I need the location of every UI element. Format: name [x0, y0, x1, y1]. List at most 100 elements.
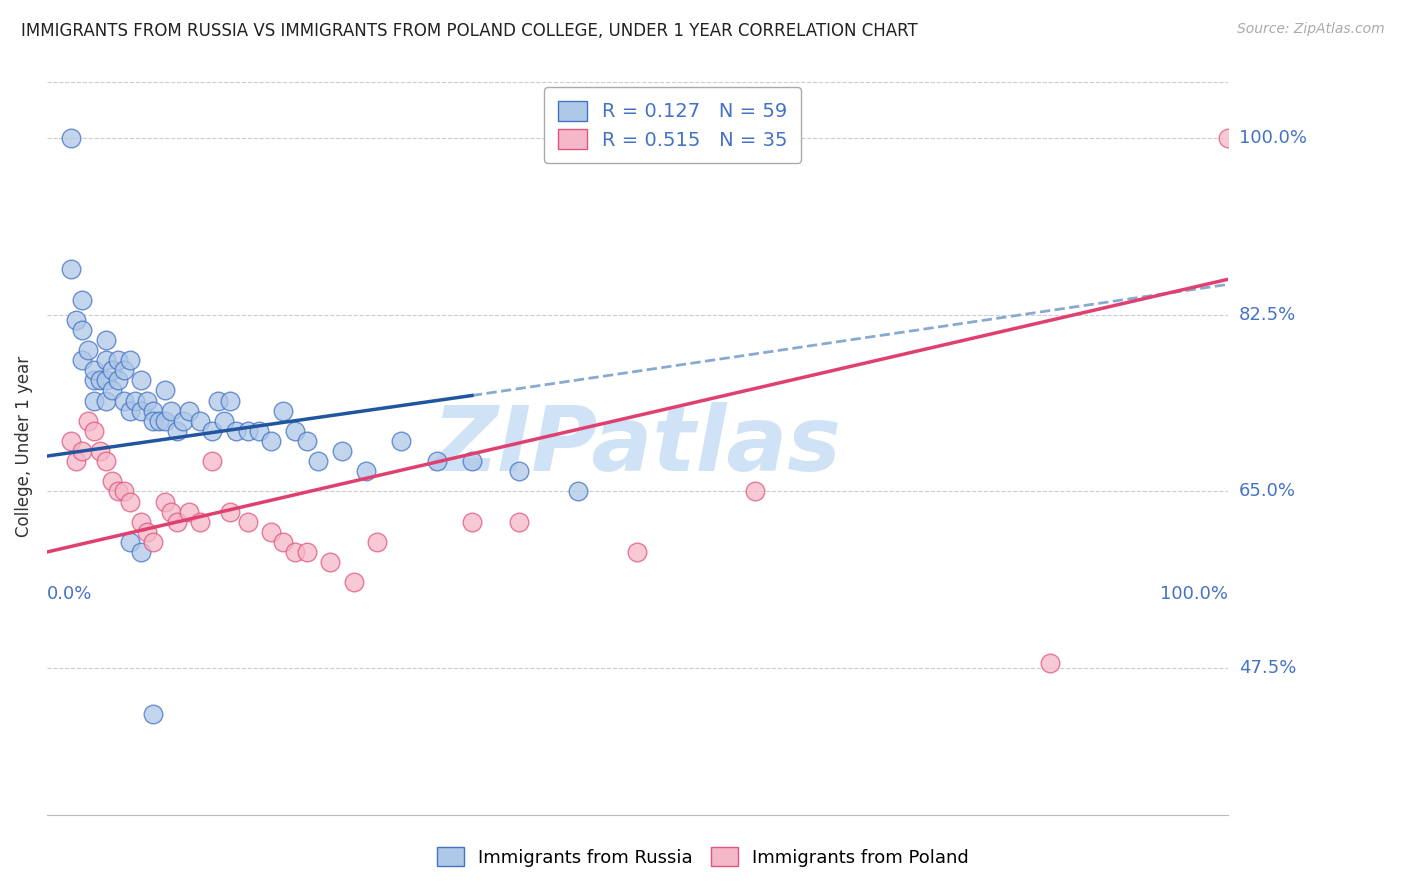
- Point: [94, 333, 117, 347]
- Y-axis label: College, Under 1 year: College, Under 1 year: [15, 355, 32, 537]
- Point: [166, 424, 188, 438]
- Point: [330, 444, 353, 458]
- Point: [319, 555, 342, 569]
- Point: [112, 484, 135, 499]
- Point: [89, 444, 111, 458]
- Point: [343, 575, 366, 590]
- Point: [124, 393, 146, 408]
- Point: [118, 403, 141, 417]
- Point: [508, 464, 530, 478]
- Point: [83, 373, 105, 387]
- Point: [190, 414, 212, 428]
- Point: [112, 363, 135, 377]
- Point: [1039, 656, 1062, 670]
- Point: [307, 454, 329, 468]
- Point: [72, 353, 94, 368]
- Text: 82.5%: 82.5%: [1239, 306, 1296, 324]
- Point: [236, 515, 259, 529]
- Point: [225, 424, 247, 438]
- Point: [142, 403, 165, 417]
- Point: [59, 262, 82, 277]
- Point: [567, 484, 589, 499]
- Point: [142, 414, 165, 428]
- Point: [295, 434, 318, 448]
- Point: [284, 424, 307, 438]
- Text: 0.0%: 0.0%: [46, 584, 93, 603]
- Point: [136, 524, 159, 539]
- Point: [177, 403, 200, 417]
- Point: [389, 434, 412, 448]
- Text: 100.0%: 100.0%: [1239, 129, 1306, 147]
- Point: [131, 545, 153, 559]
- Point: [131, 403, 153, 417]
- Point: [271, 535, 294, 549]
- Text: IMMIGRANTS FROM RUSSIA VS IMMIGRANTS FROM POLAND COLLEGE, UNDER 1 YEAR CORRELATI: IMMIGRANTS FROM RUSSIA VS IMMIGRANTS FRO…: [21, 22, 918, 40]
- Point: [148, 414, 170, 428]
- Point: [107, 373, 129, 387]
- Point: [59, 131, 82, 145]
- Point: [201, 454, 224, 468]
- Point: [354, 464, 377, 478]
- Point: [83, 424, 105, 438]
- Point: [219, 505, 242, 519]
- Point: [1216, 131, 1239, 145]
- Point: [94, 353, 117, 368]
- Point: [94, 393, 117, 408]
- Text: 65.0%: 65.0%: [1239, 483, 1296, 500]
- Point: [136, 393, 159, 408]
- Point: [508, 515, 530, 529]
- Point: [177, 505, 200, 519]
- Point: [131, 515, 153, 529]
- Point: [153, 494, 176, 508]
- Point: [142, 535, 165, 549]
- Point: [101, 384, 124, 398]
- Point: [65, 312, 87, 326]
- Point: [236, 424, 259, 438]
- Point: [72, 293, 94, 307]
- Point: [247, 424, 270, 438]
- Point: [160, 403, 183, 417]
- Point: [207, 393, 229, 408]
- Text: ZIPatlas: ZIPatlas: [433, 402, 842, 490]
- Point: [89, 373, 111, 387]
- Point: [101, 363, 124, 377]
- Legend: R = 0.127   N = 59, R = 0.515   N = 35: R = 0.127 N = 59, R = 0.515 N = 35: [544, 87, 801, 163]
- Point: [94, 373, 117, 387]
- Point: [83, 393, 105, 408]
- Point: [260, 524, 283, 539]
- Point: [72, 444, 94, 458]
- Point: [77, 343, 100, 357]
- Point: [118, 535, 141, 549]
- Point: [366, 535, 388, 549]
- Point: [107, 353, 129, 368]
- Point: [118, 494, 141, 508]
- Point: [59, 434, 82, 448]
- Point: [153, 414, 176, 428]
- Point: [219, 393, 242, 408]
- Point: [461, 515, 484, 529]
- Point: [201, 424, 224, 438]
- Point: [94, 454, 117, 468]
- Point: [172, 414, 194, 428]
- Point: [160, 505, 183, 519]
- Legend: Immigrants from Russia, Immigrants from Poland: Immigrants from Russia, Immigrants from …: [430, 840, 976, 874]
- Point: [744, 484, 766, 499]
- Point: [260, 434, 283, 448]
- Point: [101, 475, 124, 489]
- Point: [131, 373, 153, 387]
- Point: [284, 545, 307, 559]
- Point: [107, 484, 129, 499]
- Point: [77, 414, 100, 428]
- Point: [212, 414, 235, 428]
- Point: [118, 353, 141, 368]
- Point: [166, 515, 188, 529]
- Point: [271, 403, 294, 417]
- Point: [626, 545, 648, 559]
- Point: [190, 515, 212, 529]
- Point: [65, 454, 87, 468]
- Point: [425, 454, 447, 468]
- Point: [461, 454, 484, 468]
- Text: Source: ZipAtlas.com: Source: ZipAtlas.com: [1237, 22, 1385, 37]
- Point: [142, 706, 165, 721]
- Point: [83, 363, 105, 377]
